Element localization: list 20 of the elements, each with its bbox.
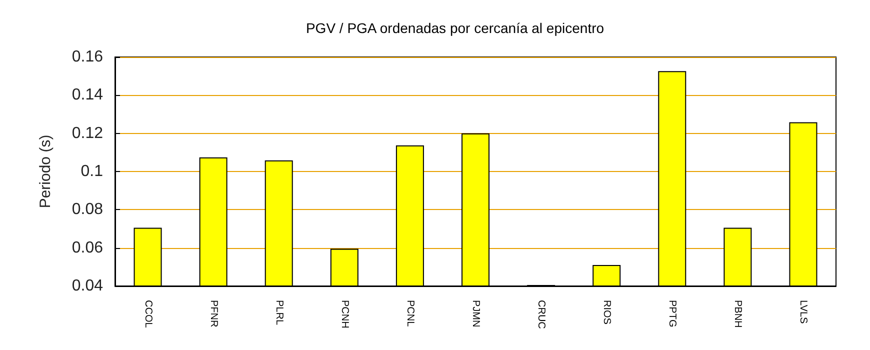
- x-tick-label: PCNL: [404, 300, 416, 328]
- x-tick-label: CCOL: [142, 300, 154, 328]
- x-tick-label: PLRL: [273, 300, 284, 326]
- x-tick-label: LVLS: [798, 300, 809, 324]
- x-tick-label: RIOS: [601, 300, 612, 325]
- x-tick-label: PFNR: [208, 300, 219, 328]
- y-tick-label: 0.12: [72, 124, 104, 142]
- x-tick-label: PBNH: [732, 300, 744, 328]
- y-tick-label: 0.08: [72, 201, 104, 218]
- x-tick-label: PJMN: [470, 300, 481, 328]
- chart-title: PGV / PGA ordenadas por cercanía al epicentro: [306, 20, 604, 36]
- y-axis-title: Periodo (s): [37, 134, 54, 208]
- y-tick-label: 0.06: [72, 239, 104, 256]
- x-tick-label: PCNH: [338, 300, 350, 328]
- x-tick-label: PPTG: [666, 300, 678, 328]
- y-tick-label: 0.1: [80, 163, 104, 180]
- y-tick-label: 0.14: [72, 86, 104, 104]
- y-tick-label: 0.16: [72, 48, 104, 66]
- y-tick-label: 0.04: [72, 278, 104, 294]
- x-tick-label: CRUC: [536, 300, 547, 329]
